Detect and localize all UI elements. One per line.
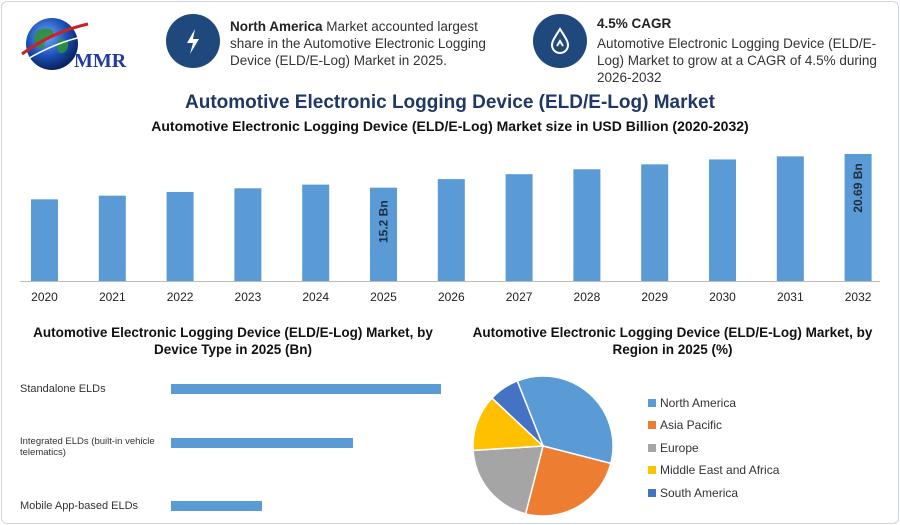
bar-2030 — [709, 159, 736, 281]
bar-2027 — [505, 174, 533, 281]
bar-2024 — [302, 184, 330, 281]
x-tick-2024: 2024 — [302, 290, 329, 304]
x-tick-2030: 2030 — [709, 290, 736, 304]
bar-2028 — [573, 169, 601, 281]
info-cagr-text: Automotive Electronic Logging Device (EL… — [597, 36, 877, 85]
legend-label-north-america: North America — [660, 396, 737, 410]
device-3-label: Mobile App-based ELDs — [20, 500, 139, 512]
device-2-label: Integrated ELDs (built-in vehicle telema… — [20, 436, 155, 458]
device-1-label: Standalone ELDs — [20, 383, 106, 395]
x-tick-2027: 2027 — [506, 290, 533, 304]
info-north-america-bold: North America — [230, 19, 323, 34]
x-tick-2023: 2023 — [235, 290, 262, 304]
bar-2023 — [234, 188, 262, 281]
main-title: Automotive Electronic Logging Device (EL… — [185, 92, 715, 113]
growth-drop-icon — [533, 14, 587, 68]
bar-2029 — [641, 164, 669, 281]
lightning-icon — [166, 14, 220, 68]
region-pie-chart — [472, 375, 614, 517]
legend-swatch-north-america — [648, 399, 656, 407]
x-tick-2026: 2026 — [438, 290, 465, 304]
bar-2026 — [437, 179, 465, 281]
legend-swatch-middle-east-and-africa — [648, 466, 656, 474]
x-tick-2031: 2031 — [777, 290, 804, 304]
data-label-2032: 20.69 Bn — [851, 163, 865, 212]
legend-swatch-europe — [648, 444, 656, 452]
legend-label-south-america: South America — [660, 486, 739, 500]
legend-swatch-south-america — [648, 489, 656, 497]
pie-slice-asia-pacific — [524, 445, 612, 517]
x-tick-2032: 2032 — [845, 290, 872, 304]
bar-2021 — [98, 195, 126, 281]
region-title: Automotive Electronic Logging Device (EL… — [472, 325, 873, 357]
device-1-bar — [171, 384, 441, 394]
info-north-america: North America Market accounted largest s… — [230, 18, 510, 69]
bar-chart-title: Automotive Electronic Logging Device (EL… — [151, 118, 749, 134]
bar-2031 — [776, 156, 804, 281]
bar-2022 — [166, 191, 194, 281]
x-tick-2025: 2025 — [370, 290, 397, 304]
globe-logo-icon: MMR — [21, 18, 127, 72]
bar-2025 — [370, 187, 397, 281]
device-3-bar — [171, 501, 263, 511]
logo-text: MMR — [74, 50, 127, 72]
pie-slice-north-america — [516, 375, 614, 465]
legend-label-asia-pacific: Asia Pacific — [660, 418, 723, 432]
data-label-2025: 15.2 Bn — [377, 200, 391, 243]
x-tick-2028: 2028 — [574, 290, 601, 304]
legend-swatch-asia-pacific — [648, 421, 656, 429]
mmr-logo: MMR — [14, 10, 144, 80]
legend-label-europe: Europe — [660, 441, 699, 455]
x-tick-2021: 2021 — [99, 290, 126, 304]
pie-slice-middle-east-and-africa — [472, 397, 545, 452]
info-north-america-text: Market accounted largest share in the Au… — [230, 19, 486, 68]
info-cagr-bold: 4.5% CAGR — [597, 16, 672, 31]
x-tick-2020: 2020 — [31, 290, 58, 304]
legend-label-middle-east-and-africa: Middle East and Africa — [660, 463, 780, 477]
x-tick-2029: 2029 — [641, 290, 668, 304]
info-cagr: 4.5% CAGR Automotive Electronic Logging … — [597, 15, 887, 86]
market-size-bar-chart: 2020 2021 2022 2023 2024 2025 15.2 Bn 2026 2027 2… — [20, 153, 880, 304]
bar-2020 — [31, 199, 58, 281]
device-type-title: Automotive Electronic Logging Device (EL… — [33, 325, 433, 357]
device-2-bar — [171, 438, 354, 448]
pie-slice-europe — [472, 445, 544, 515]
pie-slice-south-america — [490, 379, 544, 447]
bar-2032 — [844, 153, 872, 281]
x-tick-2022: 2022 — [167, 290, 194, 304]
